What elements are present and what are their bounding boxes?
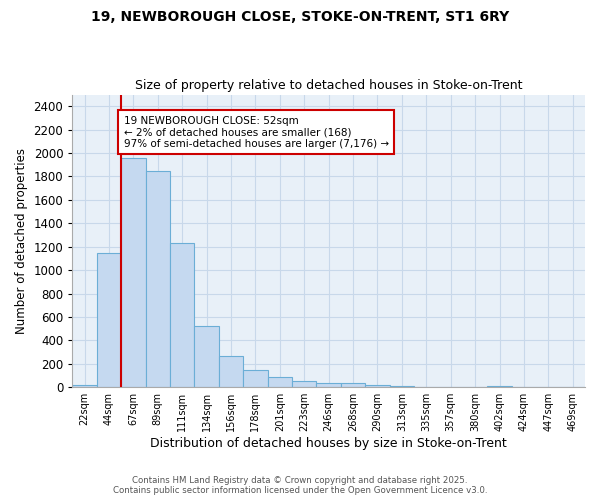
Bar <box>487 386 512 387</box>
Bar <box>194 326 219 387</box>
Bar <box>97 252 121 387</box>
Bar <box>341 383 365 387</box>
Text: 19 NEWBOROUGH CLOSE: 52sqm
← 2% of detached houses are smaller (168)
97% of semi: 19 NEWBOROUGH CLOSE: 52sqm ← 2% of detac… <box>124 116 389 149</box>
Bar <box>146 170 170 387</box>
Text: 19, NEWBOROUGH CLOSE, STOKE-ON-TRENT, ST1 6RY: 19, NEWBOROUGH CLOSE, STOKE-ON-TRENT, ST… <box>91 10 509 24</box>
Bar <box>389 386 414 387</box>
Text: Contains HM Land Registry data © Crown copyright and database right 2025.
Contai: Contains HM Land Registry data © Crown c… <box>113 476 487 495</box>
X-axis label: Distribution of detached houses by size in Stoke-on-Trent: Distribution of detached houses by size … <box>150 437 507 450</box>
Bar <box>170 243 194 387</box>
Bar <box>268 376 292 387</box>
Bar <box>121 158 146 387</box>
Bar <box>292 382 316 387</box>
Bar <box>243 370 268 387</box>
Bar <box>316 382 341 387</box>
Title: Size of property relative to detached houses in Stoke-on-Trent: Size of property relative to detached ho… <box>135 79 523 92</box>
Bar <box>219 356 243 387</box>
Bar <box>365 386 389 387</box>
Bar <box>414 386 439 387</box>
Bar <box>73 385 97 387</box>
Y-axis label: Number of detached properties: Number of detached properties <box>15 148 28 334</box>
